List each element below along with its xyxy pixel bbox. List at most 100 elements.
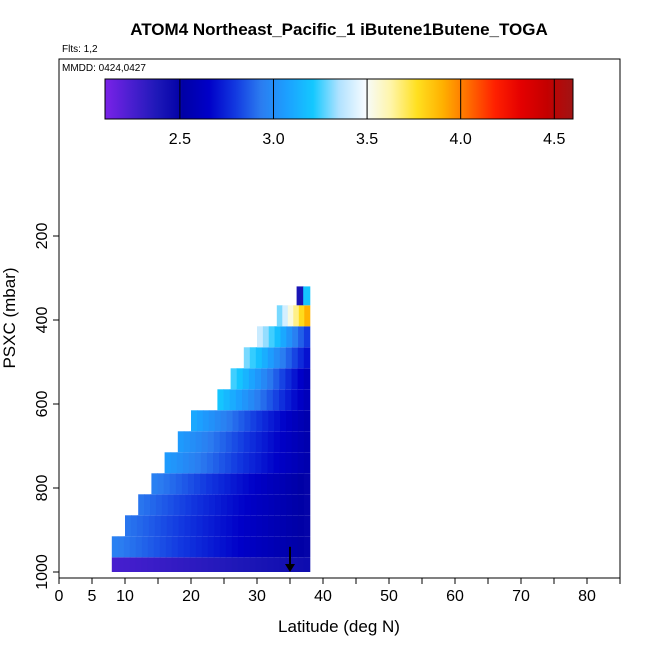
heatmap-cell [177, 557, 185, 572]
heatmap-cell [268, 494, 275, 516]
heatmap-cell [297, 431, 305, 453]
heatmap-cell [154, 515, 162, 537]
heatmap-cell [261, 452, 268, 474]
heatmap-cell [267, 347, 275, 369]
heatmap-cell [209, 494, 216, 516]
heatmap-cell [160, 515, 168, 537]
heatmap-cell [201, 557, 209, 572]
chart-title: ATOM4 Northeast_Pacific_1 iButene1Butene… [130, 20, 548, 39]
heatmap-cell [176, 452, 184, 474]
heatmap-cell [190, 515, 198, 537]
heatmap-cells [111, 286, 311, 572]
heatmap-cell [189, 557, 197, 572]
heatmap-cell [291, 368, 299, 390]
heatmap-cell [268, 410, 275, 432]
heatmap-cell [303, 431, 311, 453]
x-axis: 0 5 10 20 30 40 50 60 70 80 [55, 578, 621, 605]
heatmap-cell [184, 515, 192, 537]
heatmap-cell [147, 557, 155, 572]
heatmap-cell [250, 410, 257, 432]
heatmap-cell [231, 536, 239, 558]
heatmap-cell [282, 305, 289, 327]
heatmap-cell [256, 515, 263, 537]
heatmap-cell [206, 473, 213, 495]
heatmap-cell [231, 452, 238, 474]
heatmap-cell [150, 494, 157, 516]
heatmap-cell [249, 347, 257, 369]
heatmap-cell [274, 494, 281, 516]
heatmap-cell [297, 473, 305, 495]
heatmap-cell [141, 557, 149, 572]
heatmap-cell [255, 347, 263, 369]
heatmap-cell [285, 452, 293, 474]
x-axis-label: Latitude (deg N) [278, 617, 400, 636]
heatmap-cell [164, 452, 172, 474]
y-tick-label: 200 [34, 223, 51, 250]
heatmap-cell [157, 473, 165, 495]
heatmap-cell [279, 557, 287, 572]
heatmap-cell [279, 431, 287, 453]
heatmap-cell [203, 494, 210, 516]
heatmap-cell [236, 368, 244, 390]
heatmap-cell [231, 557, 239, 572]
heatmap-cell [111, 557, 119, 572]
heatmap-cell [225, 536, 233, 558]
heatmap-cell [262, 410, 269, 432]
heatmap-cell [267, 536, 275, 558]
colorbar [104, 78, 574, 120]
x-tick-label: 0 [55, 588, 64, 605]
heatmap-cell [250, 515, 257, 537]
heatmap-cell [181, 473, 189, 495]
heatmap-cell [207, 557, 215, 572]
heatmap-cell [179, 494, 187, 516]
heatmap-cell [208, 410, 216, 432]
plot-frame [58, 58, 621, 579]
heatmap-cell [285, 473, 293, 495]
heatmap-cell [215, 494, 222, 516]
heatmap-cell [255, 431, 263, 453]
heatmap-cell [242, 368, 250, 390]
heatmap-cell [142, 515, 150, 537]
heatmap-cell [219, 536, 227, 558]
heatmap-cell [202, 515, 209, 537]
heatmap-cell [260, 389, 268, 411]
heatmap-cell [279, 515, 287, 537]
colorbar-tick-label: 3.0 [262, 131, 284, 148]
heatmap-cell [219, 557, 227, 572]
heatmap-cell [189, 431, 197, 453]
heatmap-cell [303, 368, 311, 390]
heatmap-cell [220, 515, 227, 537]
heatmap-cell [200, 473, 207, 495]
heatmap-cell [303, 410, 311, 432]
heatmap-cell [244, 494, 252, 516]
heatmap-cell [273, 431, 281, 453]
heatmap-cell [261, 557, 269, 572]
heatmap-cell [248, 473, 256, 495]
heatmap-cell [237, 431, 245, 453]
heatmap-cell [238, 515, 245, 537]
heatmap-cell [303, 536, 311, 558]
heatmap-cell [207, 536, 215, 558]
heatmap-cell [153, 557, 161, 572]
x-tick-label: 50 [380, 588, 398, 605]
heatmap-cell [172, 515, 180, 537]
heatmap-cell [243, 452, 250, 474]
heatmap-cell [279, 368, 286, 390]
heatmap-cell [226, 515, 233, 537]
heatmap-cell [238, 494, 246, 516]
heatmap-cell [243, 536, 251, 558]
heatmap-cell [207, 431, 215, 453]
x-tick-label: 40 [314, 588, 332, 605]
heatmap-cell [159, 557, 167, 572]
heatmap-cell [286, 410, 293, 432]
heatmap-cell [293, 305, 300, 327]
x-tick-label: 30 [248, 588, 266, 605]
heatmap-cell [303, 389, 311, 411]
heatmap-cell [135, 557, 143, 572]
heatmap-cell [268, 326, 276, 348]
heatmap-cell [173, 494, 181, 516]
heatmap-cell [292, 494, 299, 516]
heatmap-cell [285, 515, 293, 537]
y-axis-label: PSXC (mbar) [0, 267, 19, 368]
heatmap-cell [129, 557, 137, 572]
